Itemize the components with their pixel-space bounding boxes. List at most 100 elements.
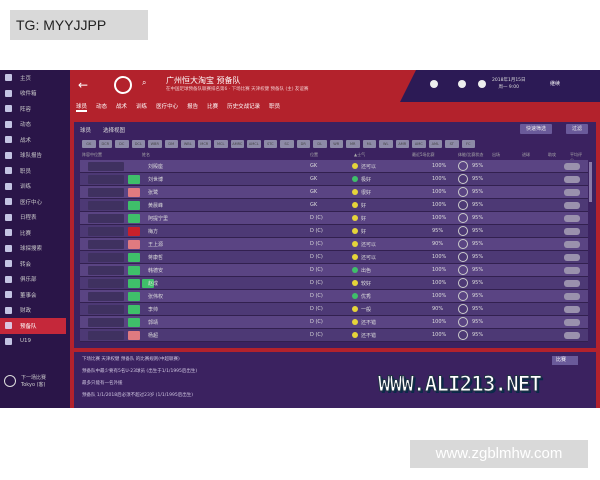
table-row[interactable]: 赵成 D (C) 较好 100% 95%: [80, 277, 588, 290]
sidebar-item[interactable]: 俱乐部: [0, 272, 70, 288]
column-header[interactable]: 阵容中位置: [82, 152, 102, 157]
squad-position-select[interactable]: [88, 279, 124, 288]
position-filter-pill[interactable]: AMCL: [247, 140, 261, 148]
squad-position-select[interactable]: [88, 162, 124, 171]
next-match[interactable]: 下一场比赛 Tokyo (客): [4, 374, 46, 388]
tab[interactable]: 球员: [76, 104, 88, 112]
squad-position-select[interactable]: [88, 175, 124, 184]
position-filter-pill[interactable]: ST: [445, 140, 459, 148]
squad-position-select[interactable]: [88, 331, 124, 340]
tab[interactable]: 职员: [269, 104, 281, 110]
help-icon[interactable]: [458, 80, 466, 88]
settings-icon[interactable]: [478, 80, 486, 88]
table-row[interactable]: 李帅 D (C) 一般 90% 95%: [80, 303, 588, 316]
sidebar-item[interactable]: 预备队: [0, 318, 66, 334]
column-header[interactable]: ▲士气: [354, 152, 366, 157]
position-filter-pill[interactable]: ML: [362, 140, 376, 148]
position-filter-pill[interactable]: WL: [379, 140, 393, 148]
squad-position-select[interactable]: [88, 214, 124, 223]
sidebar-item[interactable]: 转会: [0, 256, 70, 272]
table-row[interactable]: 王上源 D (C) 还可以 90% 95%: [80, 238, 588, 251]
tab[interactable]: 报告: [187, 104, 199, 110]
position-filter-pill[interactable]: FC: [461, 140, 475, 148]
sidebar-item[interactable]: 职员: [0, 163, 70, 179]
table-row[interactable]: 梅方 D (C) 好 95% 95%: [80, 225, 588, 238]
position-filter-pill[interactable]: GK: [82, 140, 96, 148]
position-filter-pill[interactable]: DCR: [98, 140, 112, 148]
squad-position-select[interactable]: [88, 201, 124, 210]
position-filter-pill[interactable]: MCL: [214, 140, 228, 148]
position-filter-pill[interactable]: STC: [263, 140, 277, 148]
location-icon[interactable]: [430, 80, 438, 88]
position-filter-pill[interactable]: DM: [164, 140, 178, 148]
table-row[interactable]: 蒋康哲 D (C) 还可以 100% 95%: [80, 251, 588, 264]
position-filter-pill[interactable]: MCR: [197, 140, 211, 148]
table-row[interactable]: 张鹭 GK 很好 100% 95%: [80, 186, 588, 199]
position-filter-pill[interactable]: DC: [115, 140, 129, 148]
squad-position-select[interactable]: [88, 188, 124, 197]
squad-position-select[interactable]: [88, 266, 124, 275]
sidebar-item[interactable]: 训练: [0, 179, 70, 195]
match-button[interactable]: 比赛: [552, 356, 578, 365]
position-filter-pill[interactable]: AMR: [395, 140, 409, 148]
tab[interactable]: 历史交战记录: [227, 104, 261, 110]
sidebar-item[interactable]: 日程表: [0, 210, 70, 226]
sidebar-item[interactable]: 阵容: [0, 101, 70, 117]
filter-button[interactable]: 过滤: [565, 124, 588, 134]
sidebar-item[interactable]: 财政: [0, 303, 70, 319]
sidebar-item[interactable]: 动态: [0, 117, 70, 133]
tab[interactable]: 战术: [116, 104, 128, 110]
sidebar-item[interactable]: 战术: [0, 132, 70, 148]
column-header[interactable]: 体能/比赛状态: [458, 152, 484, 157]
table-row[interactable]: 阿提宁里 D (C) 好 100% 95%: [80, 212, 588, 225]
position-filter-pill[interactable]: DL: [313, 140, 327, 148]
column-header[interactable]: 进球: [522, 152, 530, 157]
sidebar-item[interactable]: 医疗中心: [0, 194, 70, 210]
column-header[interactable]: 最近5场比赛: [412, 152, 435, 157]
sidebar-item[interactable]: U19: [0, 334, 70, 350]
table-row[interactable]: 刘殿座 GK 还可以 100% 95%: [80, 160, 588, 173]
quick-filter-button[interactable]: 快速筛选: [519, 124, 552, 134]
table-row[interactable]: 刘世博 GK 极好 100% 95%: [80, 173, 588, 186]
sidebar-item[interactable]: 比赛: [0, 225, 70, 241]
position-filter-pill[interactable]: AMC: [412, 140, 426, 148]
tab[interactable]: 医疗中心: [156, 104, 179, 110]
sidebar-item[interactable]: 球队报告: [0, 148, 70, 164]
tab[interactable]: 动态: [96, 104, 108, 110]
squad-position-select[interactable]: [88, 318, 124, 327]
column-header[interactable]: 助攻: [548, 152, 556, 157]
position-filter-pill[interactable]: MR: [346, 140, 360, 148]
squad-position-select[interactable]: [88, 292, 124, 301]
position-filter-pill[interactable]: DCL: [131, 140, 145, 148]
squad-position-select[interactable]: [88, 240, 124, 249]
view-select[interactable]: 选择视图: [103, 128, 126, 134]
table-row[interactable]: 杨超 D (C) 还不错 100% 95%: [80, 329, 588, 342]
table-row[interactable]: 韩德安 D (C) 出色 100% 95%: [80, 264, 588, 277]
squad-position-select[interactable]: [88, 227, 124, 236]
table-row[interactable]: 郭靖 D (C) 还不错 100% 95%: [80, 316, 588, 329]
position-filter-pill[interactable]: AML: [428, 140, 442, 148]
continue-button[interactable]: 继续: [550, 81, 561, 87]
position-filter-pill[interactable]: AMRC: [230, 140, 244, 148]
tab[interactable]: 训练: [136, 104, 148, 110]
position-filter-pill[interactable]: WR: [329, 140, 343, 148]
position-filter-pill[interactable]: WBR: [148, 140, 162, 148]
table-row[interactable]: 张伟权 D (C) 优秀 100% 95%: [80, 290, 588, 303]
position-filter-pill[interactable]: DR: [296, 140, 310, 148]
position-filter-pill[interactable]: WBL: [181, 140, 195, 148]
sidebar-item[interactable]: 主页: [0, 70, 70, 86]
squad-position-select[interactable]: [88, 253, 124, 262]
column-header[interactable]: 姓名: [142, 152, 150, 157]
sidebar-item[interactable]: 董事会: [0, 287, 70, 303]
sidebar-item[interactable]: 收件箱: [0, 86, 70, 102]
squad-position-select[interactable]: [88, 305, 124, 314]
position-filter-pill[interactable]: SC: [280, 140, 294, 148]
search-icon[interactable]: ⌕: [142, 78, 147, 87]
sidebar-item[interactable]: 球探搜索: [0, 241, 70, 257]
tab[interactable]: 比赛: [207, 104, 219, 110]
table-row[interactable]: 黄晨峰 GK 好 100% 95%: [80, 199, 588, 212]
column-header[interactable]: 出场: [492, 152, 500, 157]
column-header[interactable]: 位置: [310, 152, 318, 157]
back-arrow-icon[interactable]: ←: [78, 78, 89, 92]
scrollbar[interactable]: [589, 162, 592, 202]
